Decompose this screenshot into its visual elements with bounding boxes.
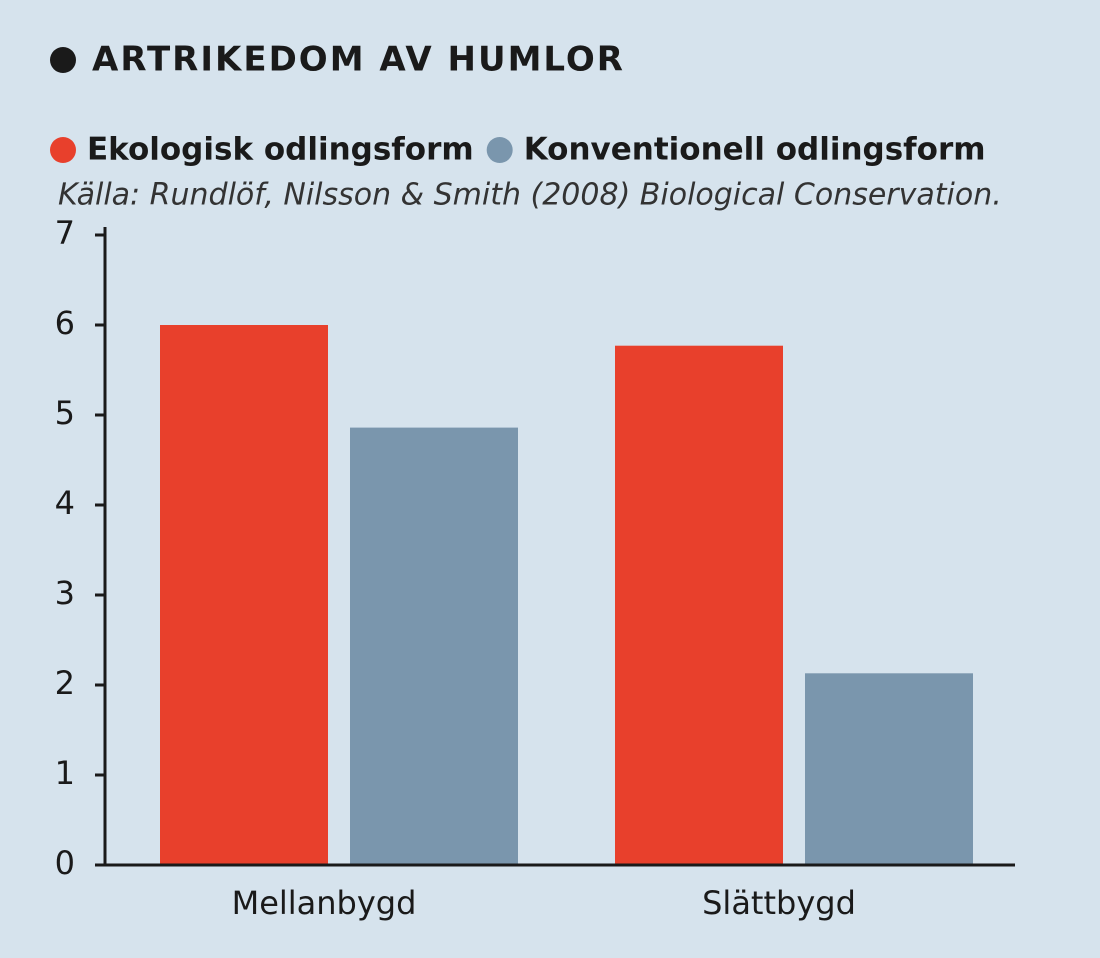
legend-swatch [50, 137, 76, 163]
y-tick-label: 4 [55, 484, 75, 522]
y-tick-label: 0 [55, 844, 75, 882]
x-tick-label: Mellanbygd [232, 884, 417, 922]
y-tick-label: 7 [55, 214, 75, 252]
y-tick-label: 5 [55, 394, 75, 432]
chart-title: ARTRIKEDOM AV HUMLOR [92, 40, 625, 80]
source: Källa: Rundlöf, Nilsson & Smith (2008) B… [58, 178, 1002, 213]
legend-swatch [486, 137, 513, 163]
y-tick-label: 2 [55, 664, 75, 702]
bar [160, 325, 328, 865]
bar [350, 427, 518, 865]
y-tick-label: 3 [55, 574, 75, 612]
bar [615, 345, 783, 865]
legend-label: Ekologisk odlingsform [87, 132, 474, 168]
x-tick-label: Slättbygd [702, 884, 856, 922]
legend-label: Konventionell odlingsform [524, 132, 986, 168]
title-bullet [50, 47, 76, 73]
y-tick-label: 1 [55, 754, 75, 792]
bar [805, 673, 973, 865]
y-tick-label: 6 [55, 304, 75, 342]
